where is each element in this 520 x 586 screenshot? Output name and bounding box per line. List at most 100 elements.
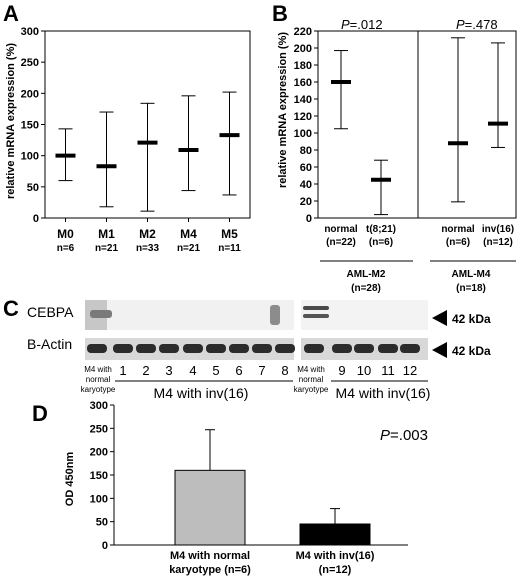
panel-d-category-label: (n=12): [319, 564, 352, 576]
panel-b-ytick-label: 100: [294, 128, 312, 140]
panel-b-group-label-m4: AML-M4: [452, 269, 491, 280]
panel-b-category-n: (n=12): [483, 237, 513, 248]
cebpa-blot-right: [301, 300, 428, 330]
panel-b-category-n: (n=6): [369, 237, 393, 248]
lane-number: 1: [119, 363, 126, 378]
lane-number: 10: [357, 363, 371, 378]
actin-band: [400, 344, 420, 353]
actin-blot-left: [85, 338, 295, 360]
panel-b-chart: 0 20 40 60 80 100 120 140 160 180 200 220 normal (n=2…: [294, 26, 517, 248]
panel-a-category-label: M2: [139, 227, 156, 241]
panel-c-left-ref-label-line2: normal: [86, 375, 111, 384]
panel-b-ylabel: relative mRNA expression (%): [277, 32, 289, 188]
panel-a-category-label: M5: [221, 227, 238, 241]
lane-number: 8: [281, 363, 288, 378]
lane-number: 3: [165, 363, 172, 378]
panel-a-category-n: n=21: [95, 243, 119, 254]
panel-b-group-label-m2: AML-M2: [347, 269, 386, 280]
panel-b-pvalue-m4: P=.478: [456, 17, 498, 32]
panel-b-category-label: t(8;21): [366, 224, 396, 235]
panel-d-ytick-label: 300: [90, 400, 108, 412]
panel-b-ytick-label: 40: [300, 179, 312, 191]
panel-c-right-ref-label-line2: normal: [299, 375, 324, 384]
panel-c-left-ref-label-line3: karyotype: [81, 385, 116, 394]
panel-a-ytick-label: 0: [33, 213, 39, 225]
actin-band: [275, 344, 295, 353]
panel-b-ytick-label: 180: [294, 60, 312, 72]
lane-number: 4: [189, 363, 196, 378]
actin-band: [206, 344, 226, 353]
panel-b-category-label: normal: [324, 224, 358, 235]
panel-a-category-n: n=33: [136, 243, 160, 254]
panel-a-category-label: M0: [57, 227, 74, 241]
panel-c-kda-label-cebpa: 42 kDa: [452, 312, 491, 326]
panel-c-left-lane-numbers: 1 2 3 4 5 6 7 8: [119, 363, 288, 378]
panel-d-bar: [174, 469, 246, 546]
lane-number: 7: [258, 363, 265, 378]
panel-a-ytick-label: 300: [21, 26, 39, 38]
panel-b-category-label: inv(16): [482, 224, 514, 235]
actin-band: [159, 344, 179, 353]
panel-c-letter: C: [3, 296, 19, 321]
panel-c-right-lane-numbers: 9 10 11 12: [338, 363, 417, 378]
actin-blot-right: [301, 338, 428, 360]
panel-d-bar: [299, 523, 371, 546]
panel-d-ytick-label: 150: [90, 470, 108, 482]
panel-b-ytick-label: 140: [294, 94, 312, 106]
panel-d-category-label: karyotype (n=6): [169, 564, 251, 576]
panel-b-ytick-label: 60: [300, 162, 312, 174]
actin-band: [229, 344, 249, 353]
lane-number: 5: [212, 363, 219, 378]
panel-b-category-label: normal: [441, 224, 475, 235]
panel-a-ytick-label: 250: [21, 57, 39, 69]
panel-c-kda-label-actin: 42 kDa: [452, 344, 491, 358]
panel-a-category-n: n=6: [57, 243, 75, 254]
panel-d-pvalue: P=.003: [380, 427, 428, 444]
actin-band: [183, 344, 203, 353]
kda-arrow-icon: [432, 310, 447, 326]
cebpa-blot-left: [85, 300, 294, 330]
panel-c-right-group-label: M4 with inv(16): [336, 385, 431, 401]
panel-d-ytick-label: 200: [90, 447, 108, 459]
lane-number: 6: [235, 363, 242, 378]
panel-d-ytick-label: 50: [96, 517, 108, 529]
actin-band: [87, 344, 107, 353]
panel-a-chart: 0 50 100 150 200 250 300 M0 n=6 M1 n=21 M2 n=33 M4 n=2…: [21, 26, 251, 254]
panel-b-ytick-label: 120: [294, 111, 312, 123]
panel-d-ytick-label: 0: [102, 540, 108, 552]
panel-c-right-ref-label-line1: M4 with: [297, 365, 325, 374]
actin-band: [113, 344, 133, 353]
panel-b-group-n-m4: (n=18): [456, 283, 486, 294]
panel-c-left-ref-label-line1: M4 with: [84, 365, 112, 374]
panel-b-ytick-label: 160: [294, 77, 312, 89]
panel-a-category-label: M4: [180, 227, 197, 241]
panel-d-ylabel: OD 450nm: [64, 452, 76, 507]
panel-b-pvalue-m2: P=.012: [341, 17, 383, 32]
panel-d-letter: D: [32, 401, 48, 426]
lane-number: 12: [403, 363, 417, 378]
actin-band: [354, 344, 374, 353]
panel-a-letter: A: [3, 1, 19, 26]
panel-b-ytick-label: 200: [294, 43, 312, 55]
panel-d-category-label: M4 with inv(16): [296, 550, 375, 562]
panel-b-ytick-label: 220: [294, 26, 312, 38]
actin-band: [136, 344, 156, 353]
panel-a-category-n: n=21: [177, 243, 201, 254]
kda-arrow-icon: [432, 342, 447, 358]
actin-band: [252, 344, 272, 353]
panel-c-left-group-label: M4 with inv(16): [154, 385, 249, 401]
panel-b-plot-frame: [317, 30, 517, 219]
panel-b-ytick-label: 0: [306, 213, 312, 225]
lane-number: 9: [338, 363, 345, 378]
panel-b-ytick-label: 20: [300, 196, 312, 208]
panel-d-chart: 0 50 100 150 200 250 300 M4 with normal karyotyp…: [90, 400, 408, 576]
panel-a-category-n: n=11: [218, 243, 241, 254]
lane-number: 2: [142, 363, 149, 378]
panel-b-letter: B: [272, 1, 288, 26]
panel-d-ytick-label: 250: [90, 423, 108, 435]
actin-band: [304, 344, 324, 353]
panel-c-row-label-cebpa: CEBPA: [27, 304, 74, 320]
lane-number: 11: [381, 363, 395, 378]
panel-a-category-label: M1: [98, 227, 115, 241]
